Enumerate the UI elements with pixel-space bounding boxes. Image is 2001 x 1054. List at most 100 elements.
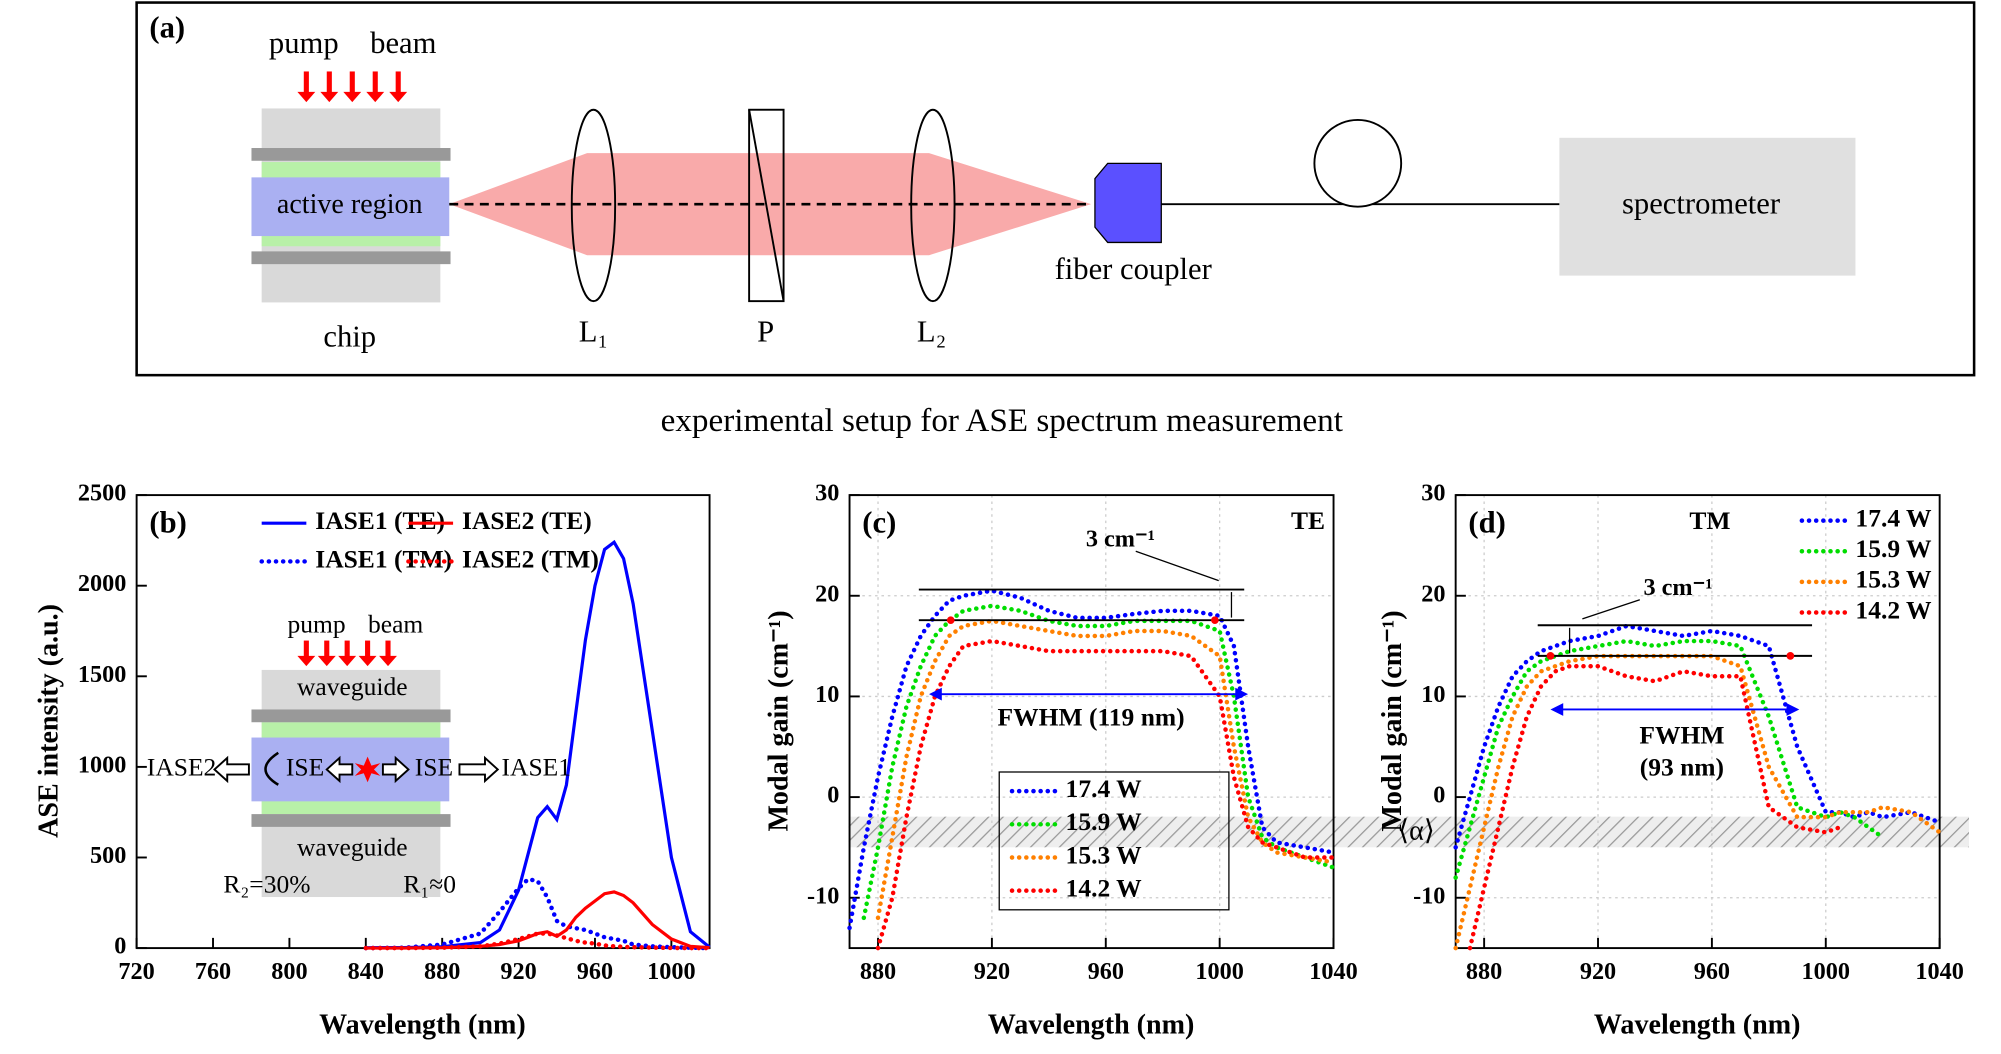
inset-label: ISE bbox=[415, 752, 453, 781]
contact bbox=[251, 709, 451, 723]
fiber-coupler-label: fiber coupler bbox=[1055, 252, 1212, 286]
x-axis-label: Wavelength (nm) bbox=[1594, 1010, 1801, 1041]
pump-arrow-head bbox=[317, 655, 336, 667]
pump-arrow-head bbox=[338, 655, 357, 667]
series-line bbox=[1467, 663, 1843, 951]
fwhm-point bbox=[946, 616, 955, 624]
contact bbox=[251, 148, 451, 161]
inset-label: beam bbox=[368, 609, 423, 638]
fiber-coupler bbox=[1094, 162, 1162, 244]
series-line bbox=[1453, 653, 1942, 951]
inset-label: R₁≈0 bbox=[403, 870, 456, 899]
y-tick-label: -10 bbox=[1413, 882, 1445, 909]
x-tick-label: 960 bbox=[1088, 958, 1124, 985]
x-tick-label: 880 bbox=[1466, 958, 1502, 985]
y-tick-label: 30 bbox=[1421, 480, 1445, 507]
series-line bbox=[363, 931, 712, 951]
series-line bbox=[861, 603, 1336, 921]
y-tick-label: 2000 bbox=[78, 570, 126, 597]
x-tick-label: 960 bbox=[577, 958, 613, 985]
inset-label: IASE2 bbox=[147, 752, 216, 781]
x-tick-label: 800 bbox=[271, 958, 307, 985]
x-tick-label: 1000 bbox=[647, 958, 695, 985]
y-tick-label: 10 bbox=[815, 681, 839, 708]
annotation: 3 cm⁻¹ bbox=[1643, 574, 1712, 601]
y-axis-label: ASE intensity (a.u.) bbox=[34, 604, 65, 838]
legend-label: IASE2 (TE) bbox=[462, 506, 592, 535]
alpha-label: ⟨α⟩ bbox=[1398, 816, 1435, 847]
series-line bbox=[847, 588, 1336, 931]
y-tick-label: 500 bbox=[90, 842, 126, 869]
series-line bbox=[1453, 623, 1942, 850]
legend-label: 15.9 W bbox=[1855, 534, 1932, 563]
emission-star bbox=[354, 756, 381, 783]
x-tick-label: 920 bbox=[974, 958, 1010, 985]
legend-label: 15.9 W bbox=[1066, 807, 1143, 836]
fwhm-head bbox=[1786, 703, 1800, 716]
y-tick-label: 0 bbox=[827, 782, 839, 809]
y-tick-label: 0 bbox=[114, 933, 126, 960]
series-line bbox=[363, 876, 712, 951]
pump-arrow-head bbox=[297, 655, 316, 667]
legend-label: 15.3 W bbox=[1066, 840, 1143, 869]
contact bbox=[251, 814, 451, 827]
flow-arrow bbox=[381, 755, 410, 784]
x-axis-label: Wavelength (nm) bbox=[988, 1010, 1195, 1041]
panel-label: (b) bbox=[149, 506, 186, 540]
pump-arrow-head bbox=[389, 91, 408, 103]
x-tick-label: 880 bbox=[860, 958, 896, 985]
inset-label: ISE bbox=[286, 752, 324, 781]
annotation: FWHM (119 nm) bbox=[998, 703, 1185, 732]
chart: 720 760 800 840 880 920 960 1000 0 500 1000 1500 200… bbox=[34, 480, 712, 1041]
x-tick-label: 760 bbox=[195, 958, 231, 985]
x-tick-label: 720 bbox=[118, 958, 154, 985]
legend-label: 15.3 W bbox=[1855, 565, 1932, 594]
fwhm-point bbox=[1546, 652, 1555, 660]
panel-frame bbox=[135, 1, 1976, 377]
legend-label: 14.2 W bbox=[1066, 874, 1143, 903]
polarizer-label: P bbox=[757, 314, 774, 348]
fiber-loop bbox=[1313, 118, 1403, 208]
series-line bbox=[875, 618, 1336, 921]
inset-label: waveguide bbox=[297, 672, 408, 701]
y-tick-label: -10 bbox=[807, 882, 839, 909]
plot-frame bbox=[848, 494, 1335, 950]
legend-label: 14.2 W bbox=[1855, 595, 1932, 624]
active-region bbox=[251, 177, 450, 237]
spectrometer bbox=[1559, 137, 1856, 276]
series-line bbox=[365, 539, 711, 950]
x-tick-label: 960 bbox=[1694, 958, 1730, 985]
chart: 880 920 960 1000 1040 -10 0 10 20 30 Wavelength (n… bbox=[763, 480, 1357, 1041]
inset-label: pump bbox=[287, 609, 345, 638]
y-axis-label: Modal gain (cm⁻¹) bbox=[763, 610, 794, 831]
inset-label: R₂=30% bbox=[223, 870, 310, 899]
fwhm-head bbox=[1235, 687, 1249, 701]
lens-label: L₁ bbox=[579, 314, 608, 348]
panel-label: (d) bbox=[1468, 506, 1505, 540]
x-axis-label: Wavelength (nm) bbox=[319, 1010, 526, 1041]
inset-label: waveguide bbox=[297, 833, 408, 862]
contact bbox=[251, 251, 451, 265]
beam-label: beam bbox=[370, 26, 436, 60]
pump-arrow-head bbox=[343, 91, 362, 103]
legend-label: IASE1 (TE) bbox=[315, 506, 445, 535]
y-tick-label: 0 bbox=[1433, 782, 1445, 809]
x-tick-label: 1000 bbox=[1802, 958, 1850, 985]
fwhm-point bbox=[1786, 652, 1795, 660]
fwhm-head bbox=[1550, 703, 1564, 716]
mode-label: TE bbox=[1291, 506, 1325, 535]
charts: 720 760 800 840 880 920 960 1000050010001500200… bbox=[34, 480, 1964, 1041]
pump-arrow-head bbox=[297, 91, 316, 103]
setup-diagram: (a) pump beam active region chip L₁ P L₂… bbox=[135, 1, 1976, 377]
x-tick-label: 1040 bbox=[1915, 958, 1963, 985]
legend-box bbox=[998, 771, 1230, 911]
polarizer bbox=[748, 108, 785, 303]
flow-arrow bbox=[213, 755, 250, 784]
reflection bbox=[264, 751, 279, 786]
lens bbox=[910, 108, 956, 303]
loss-band bbox=[848, 816, 1970, 848]
spectrometer-label: spectrometer bbox=[1622, 187, 1780, 221]
pump-arrow-head bbox=[379, 655, 397, 667]
x-tick-label: 840 bbox=[348, 958, 384, 985]
